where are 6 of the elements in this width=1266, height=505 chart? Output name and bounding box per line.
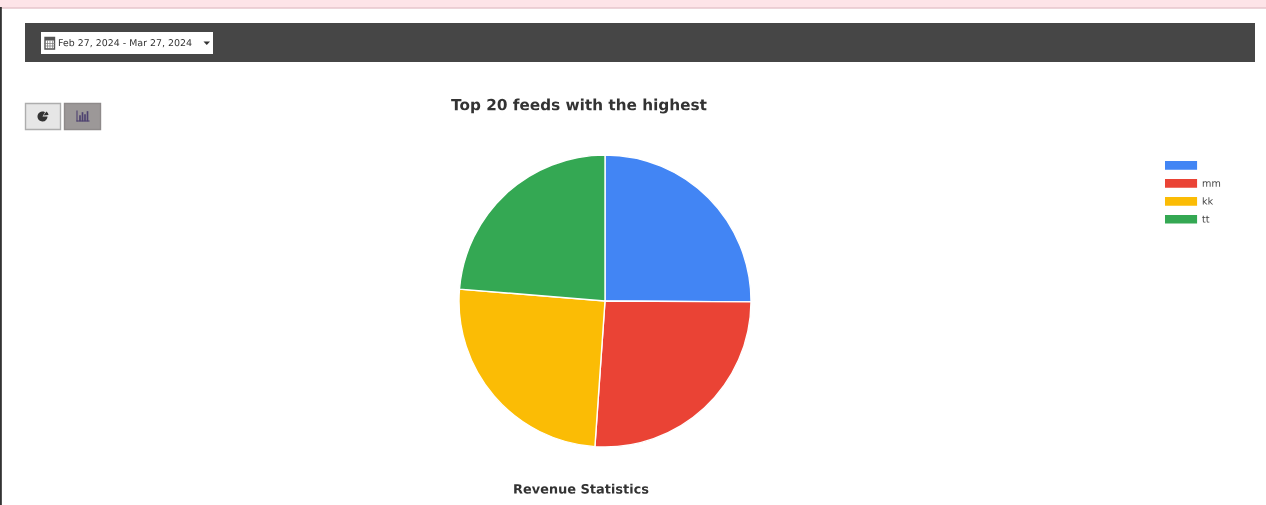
legend-label: kk [1202,197,1214,205]
text: Revenue Statistics [514,483,649,494]
legend-label: mm [1202,181,1221,187]
legend-label: tt [1202,215,1210,223]
text: Feb 27, 2024 - Mar 27, 2024 [58,38,192,48]
chart-title: Top 20 feeds with the highest [451,98,707,114]
